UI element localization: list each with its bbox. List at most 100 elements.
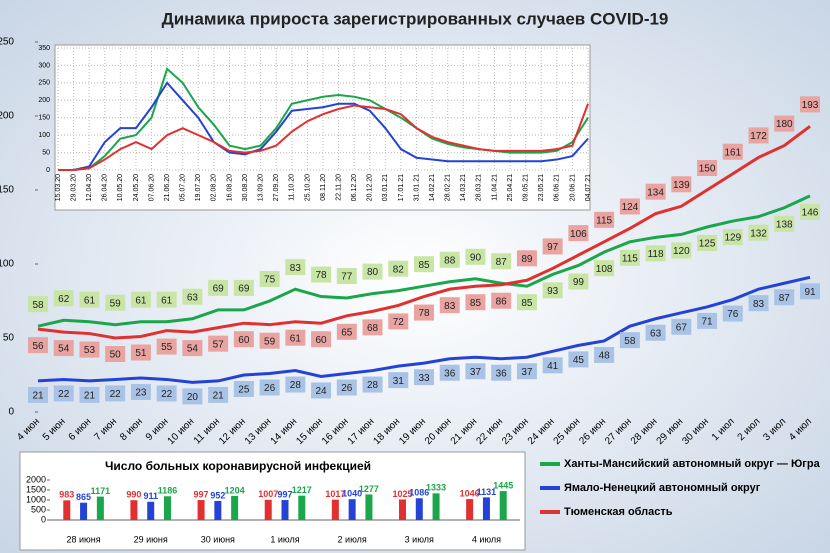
data-label: 1204 <box>225 485 245 495</box>
x-tick-label: 06.12.20 <box>351 174 358 201</box>
x-tick-label: 07.06.20 <box>148 174 155 201</box>
label-box <box>800 203 820 220</box>
bar <box>197 500 205 520</box>
label-box <box>800 96 820 113</box>
data-label: 124 <box>622 202 639 213</box>
data-label: 22 <box>161 389 173 400</box>
label-box <box>697 160 718 176</box>
data-label: 78 <box>418 308 430 319</box>
data-label: 180 <box>776 119 793 130</box>
legend-label: Ямало-Ненецкий автономный округ <box>564 482 761 494</box>
label-box <box>800 283 820 300</box>
x-tick-label: 31.01.21 <box>413 174 420 201</box>
label-box <box>748 127 769 144</box>
data-label: 33 <box>418 373 430 384</box>
x-tick-label: 17.01.21 <box>398 174 405 201</box>
data-label: 118 <box>648 249 664 260</box>
label-box <box>105 385 126 402</box>
label-box <box>130 383 151 400</box>
x-tick-label: 3 июля <box>405 534 434 544</box>
bar <box>499 491 507 520</box>
bar <box>298 495 306 520</box>
label-box <box>156 291 177 308</box>
y-tick-label: 0 <box>46 167 50 174</box>
x-tick-label: 11.10.20 <box>289 174 296 201</box>
data-label: 65 <box>341 327 353 338</box>
data-label: 97 <box>547 242 559 253</box>
data-label: 172 <box>750 131 767 142</box>
x-tick-label: 29 июня <box>134 534 168 544</box>
x-tick-label: 25.04.21 <box>507 174 514 201</box>
bar <box>399 499 406 520</box>
label-box <box>311 382 332 399</box>
x-tick-label: 12.04.20 <box>86 174 93 201</box>
data-label: 45 <box>573 355 585 366</box>
data-label: 28 <box>290 380 302 391</box>
label-box <box>105 346 126 362</box>
series-line <box>37 275 811 384</box>
label-box <box>336 268 357 285</box>
x-tick-label: 28 июня <box>67 534 101 544</box>
data-label: 997 <box>277 489 292 499</box>
data-label: 82 <box>393 264 405 275</box>
x-tick-label: 28.03.21 <box>476 174 483 201</box>
data-label: 85 <box>470 298 482 309</box>
chart-title: Динамика прироста зарегистрированных слу… <box>162 9 669 28</box>
data-label: 59 <box>110 298 122 309</box>
label-box <box>79 386 100 403</box>
data-label: 1171 <box>91 486 111 496</box>
bar <box>331 499 339 520</box>
data-label: 120 <box>673 246 690 257</box>
data-label: 1445 <box>493 480 513 490</box>
data-label: 1007 <box>258 489 278 499</box>
label-box <box>156 338 177 355</box>
y-tick-label: 250 <box>0 37 14 48</box>
label-box <box>594 260 615 277</box>
bar <box>281 500 289 520</box>
data-label: 26 <box>264 383 276 394</box>
data-label: 997 <box>194 489 209 499</box>
label-box <box>285 259 306 276</box>
data-label: 108 <box>596 264 613 275</box>
data-label: 61 <box>135 295 147 306</box>
label-box <box>722 229 743 246</box>
label-box <box>259 271 280 287</box>
bar <box>466 499 474 520</box>
bar <box>231 495 239 520</box>
label-box <box>619 198 640 215</box>
label-box <box>208 386 229 403</box>
data-label: 67 <box>676 322 688 333</box>
y-tick-label: 250 <box>38 80 50 87</box>
label-box <box>414 256 434 273</box>
data-label: 60 <box>316 335 328 346</box>
data-label: 150 <box>699 164 716 175</box>
data-label: 990 <box>126 490 141 500</box>
x-tick-label: 23.05.21 <box>538 174 545 201</box>
data-label: 57 <box>213 339 225 350</box>
y-tick-label: 0 <box>41 514 46 524</box>
data-label: 1186 <box>158 486 178 496</box>
y-tick-label: 200 <box>0 111 14 122</box>
data-label: 1046 <box>460 488 480 498</box>
data-label: 61 <box>290 333 302 344</box>
y-tick-label: 2000 <box>26 474 46 484</box>
data-label: 983 <box>59 490 74 500</box>
label-box <box>465 294 486 311</box>
data-label: 63 <box>650 328 662 339</box>
label-box <box>516 294 537 311</box>
bar <box>348 499 356 520</box>
data-label: 115 <box>596 215 612 226</box>
data-label: 87 <box>779 293 791 304</box>
data-label: 24 <box>316 386 328 397</box>
data-label: 37 <box>521 367 533 378</box>
x-tick-label: 26.04.20 <box>102 174 109 201</box>
x-tick-label: 30 июня <box>201 534 235 544</box>
label-box <box>105 294 126 311</box>
data-label: 63 <box>187 292 199 303</box>
label-box <box>568 351 589 368</box>
x-tick-label: 22.11.20 <box>335 174 342 201</box>
data-label: 21 <box>32 391 44 402</box>
x-tick-label: 27.09.20 <box>273 174 280 201</box>
label-box <box>594 211 615 228</box>
label-box <box>671 176 692 193</box>
